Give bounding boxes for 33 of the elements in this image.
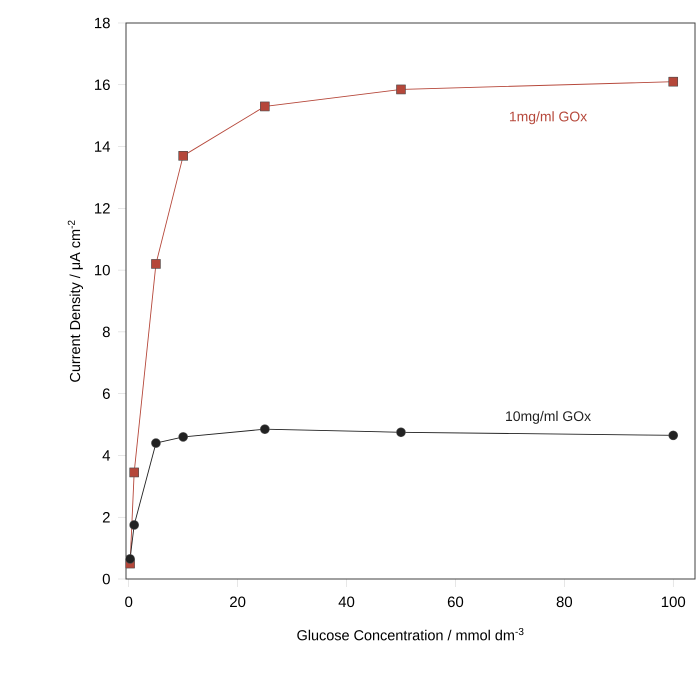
point [125,554,135,564]
y-tick-label: 2 [102,512,110,522]
point [260,102,270,112]
series-label: 1mg/ml GOx [510,111,588,124]
y-tick-label: 10 [95,264,110,276]
y-axis-title: Current Density / μA cm$^{-2}$ [68,220,84,382]
point [129,520,139,530]
point [396,427,406,438]
point [178,151,188,161]
x-tick-label: 40 [338,596,354,608]
y-tick-label: 18 [95,18,110,28]
point [178,432,188,442]
point [668,76,678,86]
x-tick-label: 80 [556,596,572,608]
series-label: 10mg/ml GOx [506,410,591,424]
x-axis-title: Glucose Concentration / mmol dm$^{-3}$ [297,628,524,640]
point [668,430,678,440]
y-tick-label: 8 [102,326,110,338]
point [151,438,161,448]
point [396,84,406,94]
x-tick-label: 60 [448,596,464,608]
x-tick-label: 100 [662,596,686,608]
y-tick-label: 16 [95,79,110,90]
y-tick-label: 4 [102,450,110,461]
y-tick-label: 14 [95,141,110,152]
x-tick-label: 20 [230,596,246,608]
y-tick-label: 12 [95,203,110,214]
y-tick-label: 0 [102,574,110,584]
point [260,424,270,434]
x-tick-label: 0 [125,596,132,608]
point [129,468,139,478]
point [151,259,161,269]
y-tick-label: 6 [102,388,110,399]
